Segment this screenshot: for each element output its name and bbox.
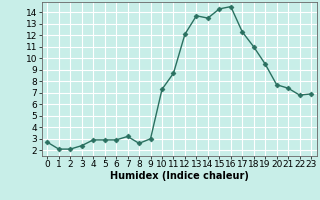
X-axis label: Humidex (Indice chaleur): Humidex (Indice chaleur) [110,171,249,181]
